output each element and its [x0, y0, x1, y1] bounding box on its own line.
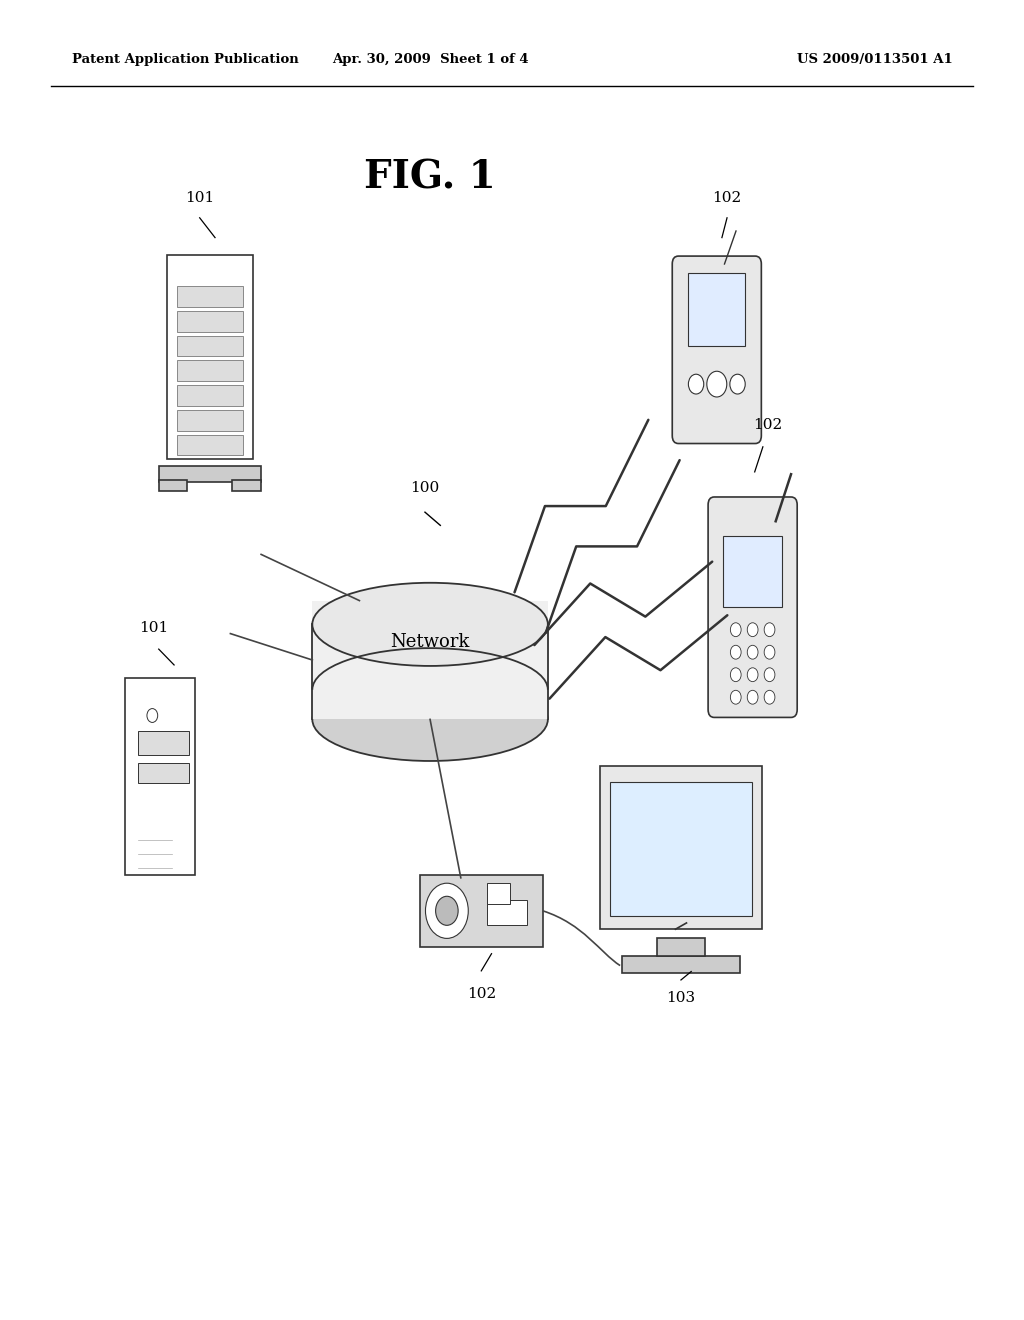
Bar — [600, 766, 762, 929]
FancyBboxPatch shape — [672, 256, 761, 444]
Text: 100: 100 — [411, 480, 439, 495]
Circle shape — [707, 371, 727, 397]
Bar — [420, 874, 543, 948]
Bar — [487, 900, 526, 925]
Text: Apr. 30, 2009  Sheet 1 of 4: Apr. 30, 2009 Sheet 1 of 4 — [332, 53, 528, 66]
Circle shape — [748, 690, 758, 704]
Bar — [487, 883, 510, 903]
Bar — [177, 409, 243, 430]
Bar — [312, 601, 548, 719]
Circle shape — [748, 645, 758, 659]
Circle shape — [764, 668, 775, 681]
Ellipse shape — [312, 678, 548, 760]
Text: 102: 102 — [467, 987, 496, 1001]
Text: 101: 101 — [139, 620, 168, 635]
Bar — [159, 480, 187, 491]
Bar — [177, 434, 243, 455]
Text: US 2009/0113501 A1: US 2009/0113501 A1 — [797, 53, 952, 66]
Circle shape — [435, 896, 458, 925]
Circle shape — [426, 883, 468, 939]
Text: 103: 103 — [667, 990, 695, 1005]
Bar — [138, 763, 189, 783]
Text: 102: 102 — [713, 190, 741, 205]
Circle shape — [730, 690, 741, 704]
Circle shape — [764, 690, 775, 704]
Bar — [177, 335, 243, 356]
Text: 102: 102 — [754, 418, 782, 432]
Bar — [622, 956, 740, 973]
Circle shape — [730, 623, 741, 636]
Bar — [177, 360, 243, 381]
Circle shape — [764, 645, 775, 659]
Bar — [138, 731, 189, 755]
Bar — [609, 783, 753, 916]
Bar — [177, 385, 243, 407]
Bar — [723, 536, 782, 607]
Circle shape — [748, 623, 758, 636]
Bar — [167, 255, 253, 459]
Bar — [688, 272, 745, 346]
Text: FIG. 1: FIG. 1 — [365, 158, 496, 197]
Circle shape — [730, 375, 745, 393]
Circle shape — [764, 623, 775, 636]
Circle shape — [688, 375, 703, 393]
Bar — [177, 286, 243, 306]
Bar — [159, 466, 261, 482]
Bar — [657, 939, 705, 956]
Bar — [177, 310, 243, 331]
Bar — [125, 678, 195, 875]
Circle shape — [748, 668, 758, 681]
Circle shape — [730, 645, 741, 659]
Ellipse shape — [312, 583, 548, 667]
Circle shape — [730, 668, 741, 681]
FancyBboxPatch shape — [709, 496, 797, 718]
Text: Network: Network — [390, 634, 470, 651]
Text: Patent Application Publication: Patent Application Publication — [72, 53, 298, 66]
Text: 101: 101 — [185, 190, 214, 205]
Circle shape — [147, 709, 158, 722]
Bar — [232, 480, 261, 491]
